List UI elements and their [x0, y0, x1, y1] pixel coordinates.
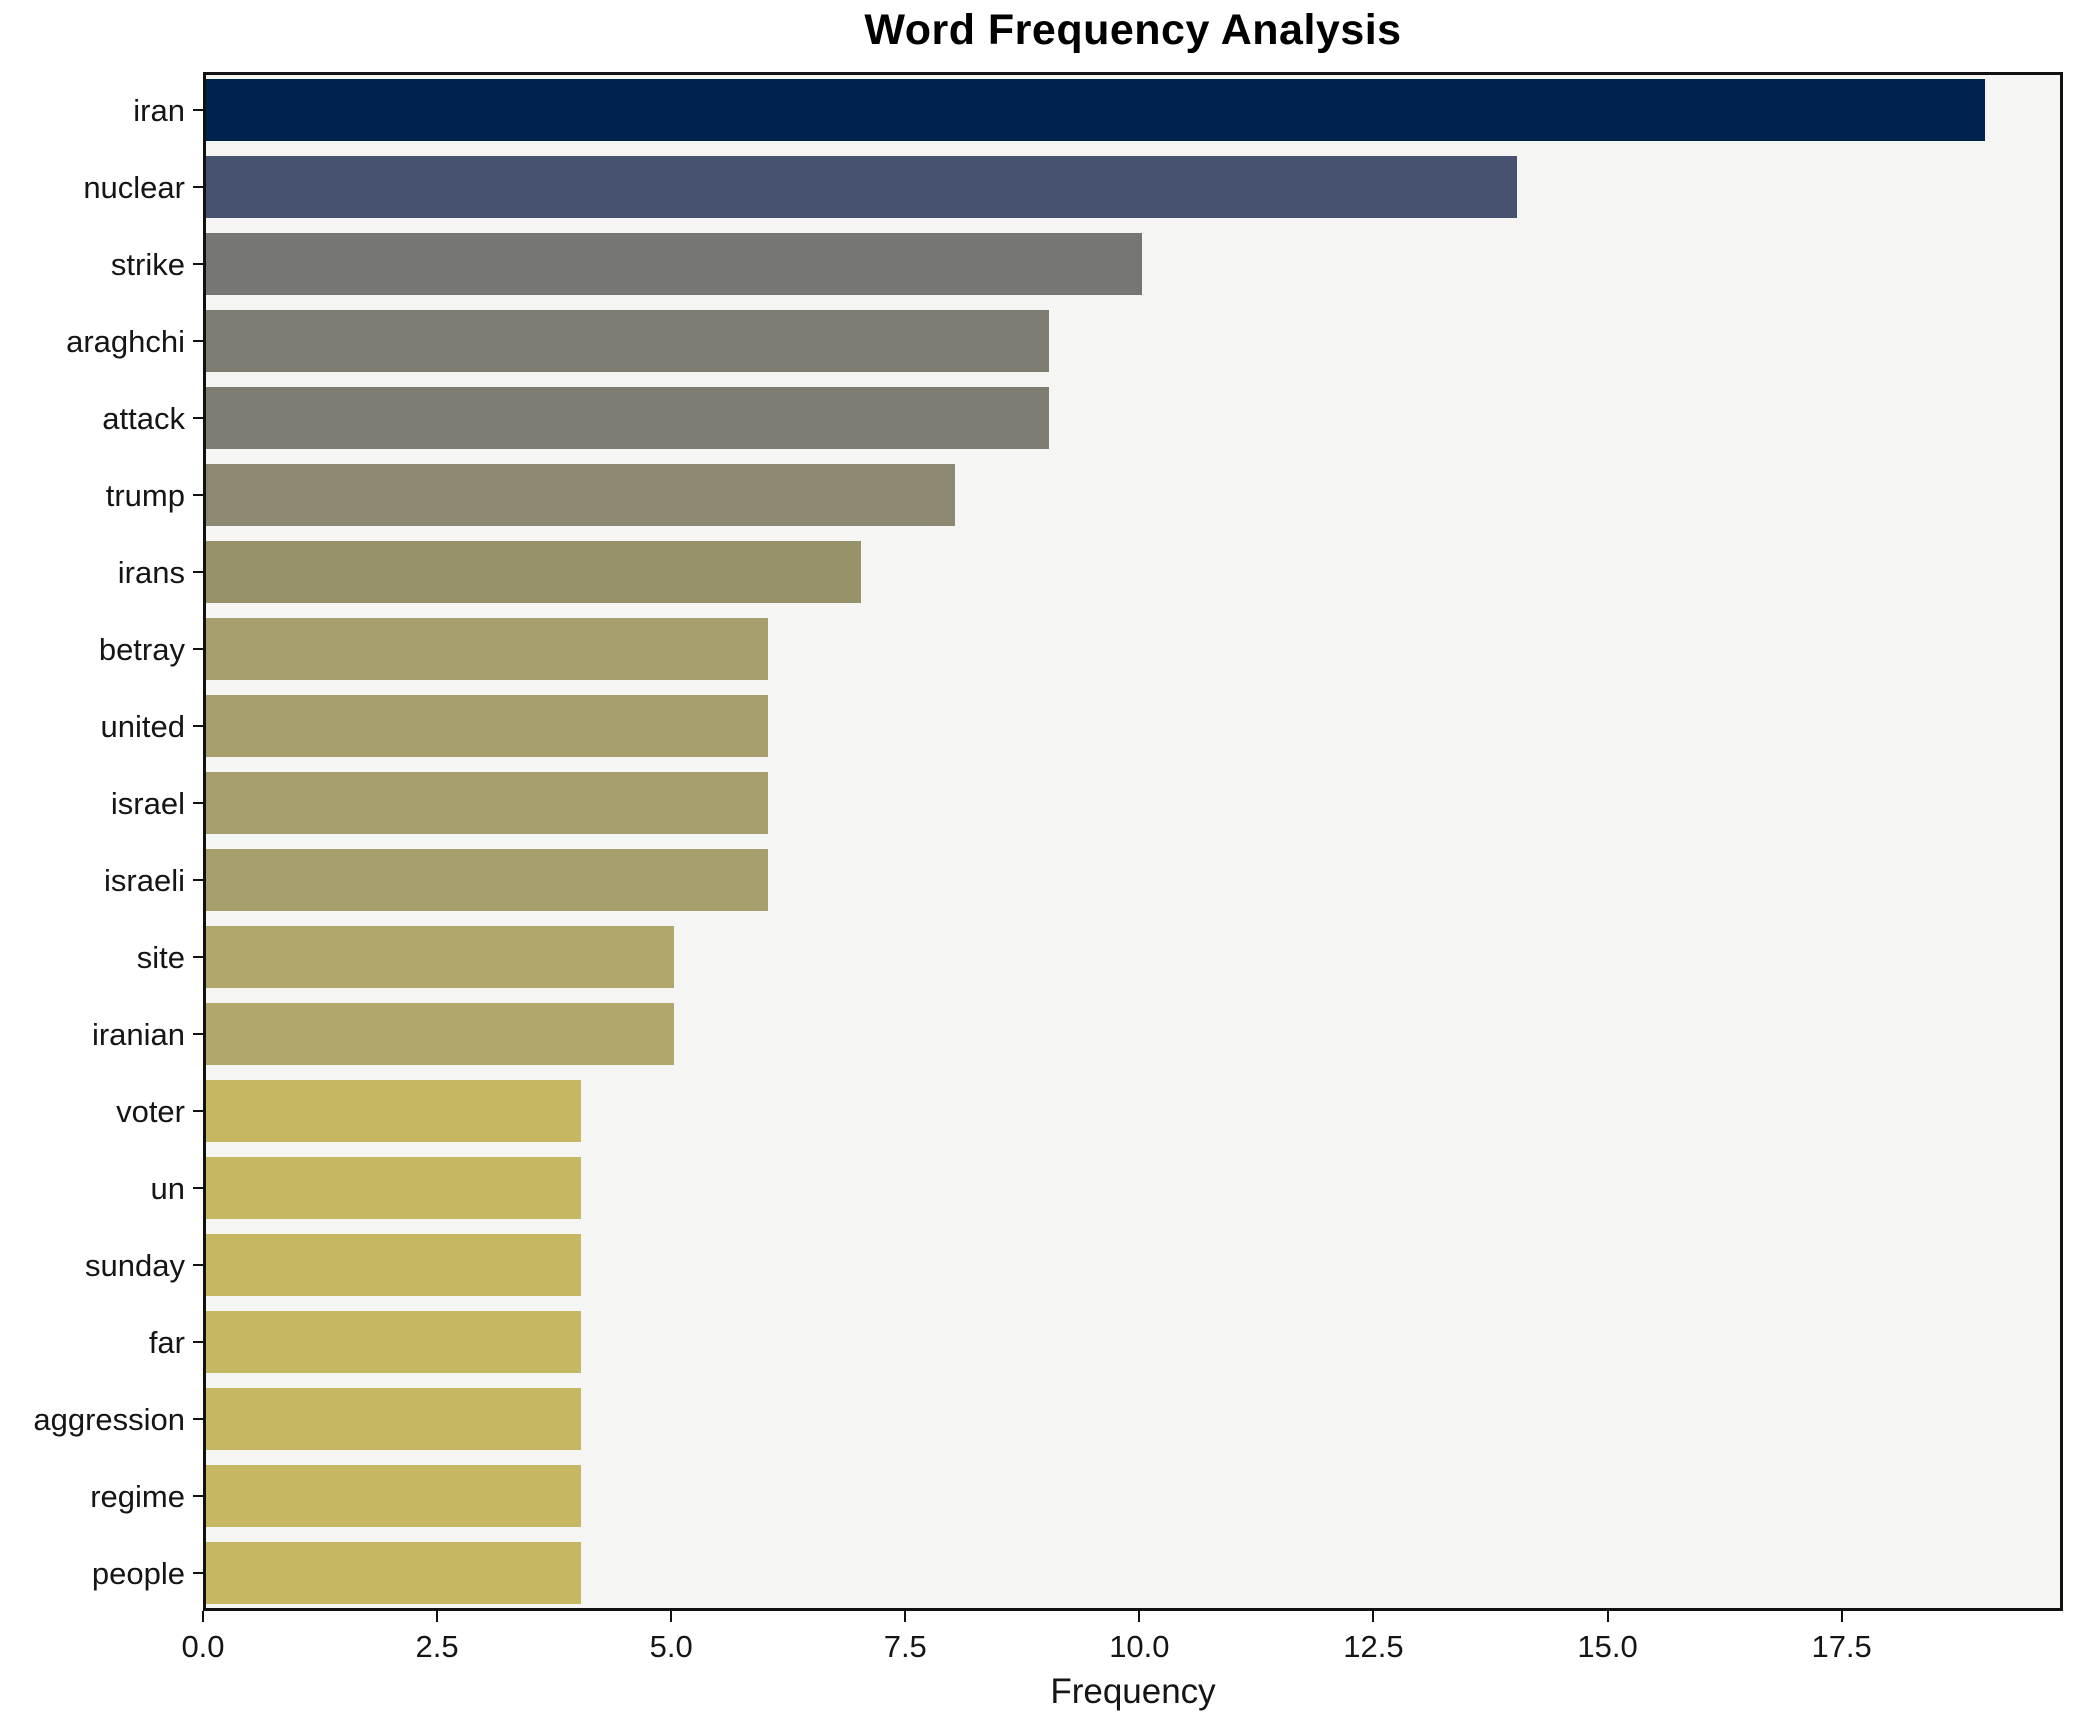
bar-strike	[206, 233, 1143, 296]
plot-area	[203, 72, 2063, 1611]
y-tick-mark	[193, 1032, 203, 1035]
y-tick-label-iranian: iranian	[91, 1016, 185, 1052]
y-tick-mark	[193, 1186, 203, 1189]
x-tick-label-17.5: 17.5	[1811, 1629, 1872, 1664]
x-tick-label-10.0: 10.0	[1109, 1629, 1170, 1664]
x-tick-mark	[202, 1611, 204, 1622]
y-tick-label-site: site	[136, 939, 185, 975]
bar-iran	[206, 79, 1986, 142]
bar-aggression	[206, 1387, 581, 1450]
y-tick-mark	[193, 340, 203, 343]
x-tick-mark	[670, 1611, 673, 1622]
y-tick-label-betray: betray	[98, 632, 185, 668]
y-tick-mark	[193, 1109, 203, 1112]
bar-attack	[206, 387, 1049, 450]
bar-voter	[206, 1079, 581, 1142]
bar-sunday	[206, 1233, 581, 1296]
y-tick-mark	[193, 1263, 203, 1266]
x-tick-label-2.5: 2.5	[415, 1629, 459, 1664]
bar-irans	[206, 541, 862, 604]
x-tick-mark	[1138, 1611, 1141, 1622]
bar-people	[206, 1541, 581, 1604]
bar-un	[206, 1156, 581, 1219]
x-tick-mark	[436, 1611, 439, 1622]
y-tick-label-far: far	[148, 1324, 185, 1360]
y-tick-mark	[193, 1340, 203, 1343]
x-tick-mark	[1606, 1611, 1609, 1622]
y-tick-label-voter: voter	[116, 1093, 185, 1129]
x-tick-mark	[904, 1611, 907, 1622]
y-tick-mark	[193, 571, 203, 574]
bar-united	[206, 695, 768, 758]
x-tick-label-7.5: 7.5	[883, 1629, 927, 1664]
y-tick-mark	[193, 955, 203, 958]
y-tick-label-regime: regime	[90, 1478, 185, 1514]
y-tick-mark	[193, 109, 203, 112]
y-tick-mark	[193, 648, 203, 651]
bar-regime	[206, 1464, 581, 1527]
x-tick-mark	[1372, 1611, 1375, 1622]
y-tick-label-sunday: sunday	[85, 1247, 185, 1283]
bar-nuclear	[206, 156, 1517, 219]
bar-araghchi	[206, 310, 1049, 373]
x-tick-mark	[1840, 1611, 1843, 1622]
bar-site	[206, 925, 675, 988]
y-tick-label-israeli: israeli	[104, 862, 185, 898]
y-tick-label-united: united	[100, 709, 185, 745]
chart-title: Word Frequency Analysis	[864, 6, 1402, 54]
x-axis-title: Frequency	[1050, 1672, 1216, 1711]
y-tick-mark	[193, 1571, 203, 1574]
y-tick-label-araghchi: araghchi	[66, 324, 185, 360]
y-tick-mark	[193, 1417, 203, 1420]
y-tick-label-nuclear: nuclear	[83, 170, 185, 206]
y-tick-mark	[193, 494, 203, 497]
y-tick-label-irans: irans	[117, 555, 185, 591]
bar-israel	[206, 772, 768, 835]
y-tick-mark	[193, 878, 203, 881]
y-tick-label-trump: trump	[105, 478, 185, 514]
y-tick-label-people: people	[91, 1555, 185, 1591]
y-tick-label-un: un	[150, 1170, 185, 1206]
bar-israeli	[206, 848, 768, 911]
x-tick-label-0.0: 0.0	[181, 1629, 225, 1664]
y-tick-label-iran: iran	[133, 93, 185, 129]
y-tick-mark	[193, 1494, 203, 1497]
x-tick-label-15.0: 15.0	[1577, 1629, 1638, 1664]
y-axis: iran nuclear strike araghchi attack trump iran…	[0, 72, 185, 1611]
y-tick-label-israel: israel	[110, 786, 185, 822]
x-tick-label-5.0: 5.0	[649, 1629, 693, 1664]
y-tick-label-aggression: aggression	[33, 1401, 185, 1437]
bar-trump	[206, 464, 956, 527]
y-tick-label-strike: strike	[110, 247, 185, 283]
bar-betray	[206, 618, 768, 681]
x-tick-label-12.5: 12.5	[1343, 1629, 1404, 1664]
y-tick-mark	[193, 263, 203, 266]
y-tick-mark	[193, 725, 203, 728]
bar-iranian	[206, 1002, 675, 1065]
y-tick-label-attack: attack	[102, 401, 185, 437]
y-tick-mark	[193, 802, 203, 805]
y-tick-mark	[193, 186, 203, 189]
y-tick-mark	[193, 417, 203, 420]
bar-far	[206, 1310, 581, 1373]
